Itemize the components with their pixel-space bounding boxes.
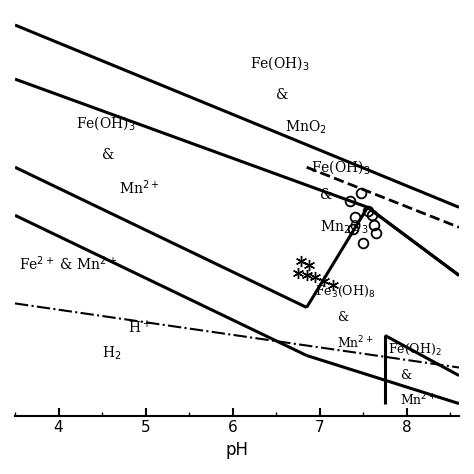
Text: Mn$^{2+}$: Mn$^{2+}$ — [400, 391, 437, 408]
Text: Fe(OH)$_3$: Fe(OH)$_3$ — [311, 158, 371, 176]
Text: Fe$_3$(OH)$_8$: Fe$_3$(OH)$_8$ — [315, 284, 375, 299]
Text: &: & — [337, 311, 348, 324]
Text: Mn$_2$O$_3$: Mn$_2$O$_3$ — [319, 219, 368, 236]
Text: Fe(OH)$_3$: Fe(OH)$_3$ — [250, 54, 310, 72]
Text: Fe(OH)$_2$: Fe(OH)$_2$ — [388, 342, 441, 357]
Text: Fe$^{2+}$ & Mn$^{2+}$: Fe$^{2+}$ & Mn$^{2+}$ — [19, 254, 118, 273]
Text: &: & — [319, 188, 332, 202]
Text: Mn$^{2+}$: Mn$^{2+}$ — [337, 335, 374, 352]
Text: &: & — [400, 369, 411, 382]
Text: H$^+$: H$^+$ — [128, 319, 151, 336]
Text: H$_2$: H$_2$ — [102, 345, 121, 362]
X-axis label: pH: pH — [226, 441, 248, 459]
Text: Mn$^{2+}$: Mn$^{2+}$ — [119, 178, 160, 197]
Text: Fe(OH)$_3$: Fe(OH)$_3$ — [76, 114, 136, 132]
Text: MnO$_2$: MnO$_2$ — [285, 118, 327, 136]
Text: &: & — [276, 88, 289, 102]
Text: &: & — [102, 148, 114, 162]
